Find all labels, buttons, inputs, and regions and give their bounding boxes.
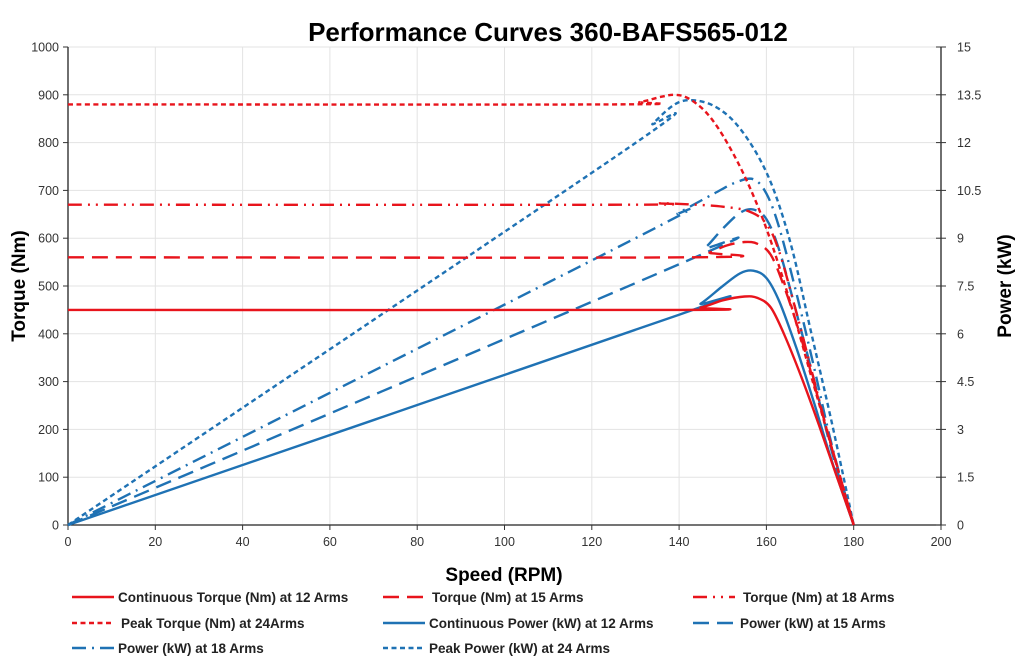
- y2-tick-label: 13.5: [957, 88, 981, 102]
- chart-title: Performance Curves 360-BAFS565-012: [308, 17, 788, 47]
- y-tick-label: 800: [38, 136, 59, 150]
- y-tick-label: 900: [38, 88, 59, 102]
- legend: Continuous Torque (Nm) at 12 Arms Torque …: [72, 590, 895, 656]
- legend-item: Power (kW) at 15 Arms: [693, 616, 886, 631]
- series-line-peak-power-kw-at-24-arms: [67, 98, 855, 526]
- gridlines: [68, 46, 942, 525]
- y-axis-title: Torque (Nm): [9, 230, 30, 342]
- legend-item: Peak Torque (Nm) at 24Arms: [72, 616, 305, 631]
- legend-label: Peak Power (kW) at 24 Arms: [429, 641, 610, 656]
- series-line-continuous-power-kw-at-12-arms: [67, 269, 855, 527]
- x-tick-label: 180: [843, 535, 864, 549]
- y2-tick-label: 1.5: [957, 471, 974, 485]
- series-line-torque-nm-at-18-arms: [67, 202, 855, 526]
- y2-axis-ticks: 0 1.5 3 4.5 6 7.5 9 10.5 12 13.5 15: [936, 41, 981, 533]
- x-tick-label: 80: [410, 535, 424, 549]
- x-tick-label: 60: [323, 535, 337, 549]
- y2-tick-label: 9: [957, 232, 964, 246]
- x-tick-label: 0: [65, 535, 72, 549]
- y-tick-label: 700: [38, 184, 59, 198]
- y2-axis-title: Power (kW): [995, 234, 1016, 337]
- legend-item: Continuous Torque (Nm) at 12 Arms: [72, 590, 348, 605]
- x-tick-label: 140: [669, 535, 690, 549]
- y-tick-label: 0: [52, 519, 59, 533]
- y2-tick-label: 12: [957, 136, 971, 150]
- legend-item: Continuous Power (kW) at 12 Arms: [383, 616, 654, 631]
- x-tick-label: 200: [931, 535, 952, 549]
- y-tick-label: 600: [38, 232, 59, 246]
- y-tick-label: 300: [38, 375, 59, 389]
- legend-item: Torque (Nm) at 18 Arms: [693, 590, 895, 605]
- x-tick-label: 40: [236, 535, 250, 549]
- legend-label: Torque (Nm) at 18 Arms: [743, 590, 895, 605]
- legend-item: Peak Power (kW) at 24 Arms: [383, 641, 610, 656]
- y-tick-label: 500: [38, 280, 59, 294]
- x-tick-label: 100: [494, 535, 515, 549]
- y-tick-label: 200: [38, 423, 59, 437]
- y2-tick-label: 10.5: [957, 184, 981, 198]
- x-tick-label: 160: [756, 535, 777, 549]
- legend-item: Torque (Nm) at 15 Arms: [383, 590, 584, 605]
- y2-tick-label: 6: [957, 327, 964, 341]
- y-tick-label: 400: [38, 327, 59, 341]
- x-axis-title: Speed (RPM): [445, 565, 562, 586]
- legend-label: Torque (Nm) at 15 Arms: [432, 590, 584, 605]
- y2-tick-label: 3: [957, 423, 964, 437]
- legend-label: Power (kW) at 15 Arms: [740, 616, 886, 631]
- x-axis-ticks: 0 20 40 60 80 100 120 140 160 180 200: [65, 525, 952, 549]
- series-line-continuous-torque-nm-at-12-arms: [67, 295, 855, 526]
- legend-label: Continuous Power (kW) at 12 Arms: [429, 616, 654, 631]
- legend-label: Power (kW) at 18 Arms: [118, 641, 264, 656]
- x-tick-label: 20: [148, 535, 162, 549]
- y2-tick-label: 7.5: [957, 280, 974, 294]
- y-tick-label: 100: [38, 471, 59, 485]
- legend-label: Continuous Torque (Nm) at 12 Arms: [118, 590, 348, 605]
- y2-tick-label: 15: [957, 41, 971, 55]
- y-axis-ticks: 0 100 200 300 400 500 600 700 800 900 1000: [31, 41, 68, 533]
- series-line-peak-torque-nm-at-24arms: [67, 93, 855, 526]
- series-line-torque-nm-at-15-arms: [67, 240, 855, 526]
- y2-tick-label: 0: [957, 519, 964, 533]
- y-tick-label: 1000: [31, 41, 59, 55]
- series-lines: [67, 93, 855, 527]
- y2-tick-label: 4.5: [957, 375, 974, 389]
- x-tick-label: 120: [581, 535, 602, 549]
- legend-label: Peak Torque (Nm) at 24Arms: [121, 616, 305, 631]
- legend-item: Power (kW) at 18 Arms: [72, 641, 264, 656]
- series-line-power-kw-at-18-arms: [67, 177, 855, 527]
